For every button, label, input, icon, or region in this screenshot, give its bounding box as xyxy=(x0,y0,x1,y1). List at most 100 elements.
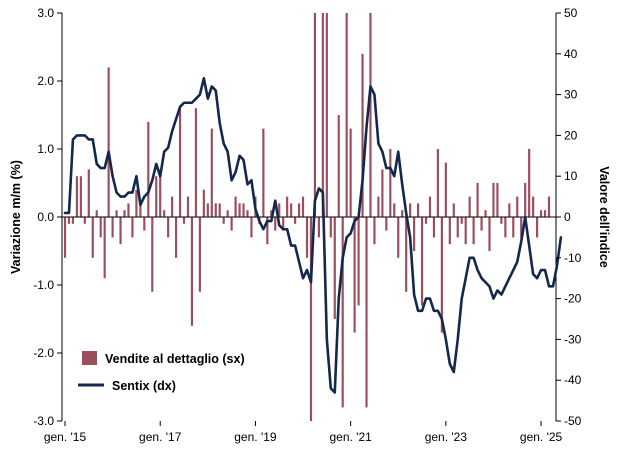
bar-vendite xyxy=(357,217,360,306)
bar-vendite xyxy=(174,217,178,258)
bar-vendite xyxy=(460,217,463,224)
bar-vendite xyxy=(218,203,221,217)
left-tick-label: 3.0 xyxy=(37,6,54,20)
bar-vendite xyxy=(297,203,301,217)
right-tick-label: -40 xyxy=(564,373,582,387)
bar-vendite xyxy=(349,128,352,217)
bar-vendite xyxy=(143,217,146,231)
right-axis-title: Valore dell'indice xyxy=(597,166,611,268)
bar-vendite xyxy=(238,203,241,217)
bar-vendite xyxy=(115,210,118,217)
bar-vendite xyxy=(119,217,122,245)
left-tick-label: -2.0 xyxy=(33,346,54,360)
bar-vendite xyxy=(278,203,281,217)
bar-vendite xyxy=(274,217,277,231)
bar-vendite xyxy=(468,196,471,217)
left-axis-title: Variazione m/m (%) xyxy=(9,160,23,274)
bar-vendite xyxy=(230,217,233,231)
bar-vendite xyxy=(234,196,237,217)
right-tick-label: 50 xyxy=(564,6,578,20)
bar-vendite xyxy=(250,217,253,238)
right-tick-label: -20 xyxy=(564,292,582,306)
right-tick-label: 20 xyxy=(564,128,578,142)
bar-vendite xyxy=(91,217,94,258)
bar-vendite xyxy=(416,203,420,217)
bar-vendite xyxy=(214,203,217,217)
bar-vendite xyxy=(226,210,229,217)
right-tick-label: 0 xyxy=(564,210,571,224)
bar-vendite xyxy=(321,13,324,217)
bar-vendite xyxy=(452,203,455,217)
line-series-sentix xyxy=(63,76,563,394)
bar-vendite xyxy=(508,203,511,217)
bar-vendite xyxy=(436,149,440,217)
bar-vendite xyxy=(286,196,289,217)
bar-vendite xyxy=(67,217,71,224)
bar-vendite xyxy=(420,217,424,306)
left-tick-label: -3.0 xyxy=(33,414,54,428)
bar-vendite xyxy=(190,217,194,326)
bar-vendite xyxy=(83,217,86,224)
bar-vendite xyxy=(131,217,134,238)
legend-label-vendite: Vendite al dettaglio (sx) xyxy=(105,352,245,366)
bar-vendite xyxy=(178,108,182,217)
bar-vendite xyxy=(151,217,154,292)
bar-vendite xyxy=(206,203,209,217)
bar-vendite xyxy=(337,115,340,217)
bar-vendite xyxy=(377,196,380,217)
bar-vendite xyxy=(198,217,201,292)
bar-vendite xyxy=(512,217,515,238)
bar-vendite xyxy=(186,196,190,217)
left-tick-label: 1.0 xyxy=(37,142,54,156)
bar-vendite xyxy=(127,203,130,217)
bar-vendite xyxy=(520,217,523,238)
bar-vendite xyxy=(139,203,142,217)
right-tick-label: 40 xyxy=(564,47,578,61)
x-tick-label: gen. '19 xyxy=(234,430,277,444)
bar-vendite xyxy=(480,217,483,231)
bar-vendite xyxy=(524,183,527,217)
bar-vendite xyxy=(528,149,531,217)
bar-vendite xyxy=(266,217,269,245)
bar-vendite xyxy=(464,217,467,245)
bar-vendite xyxy=(543,210,547,217)
bar-vendite xyxy=(301,196,305,217)
bar-vendite xyxy=(353,217,356,333)
bar-vendite xyxy=(397,217,400,258)
x-tick-label: gen. '21 xyxy=(329,430,372,444)
bar-vendite xyxy=(516,196,519,217)
bar-vendite xyxy=(381,169,384,217)
bar-vendite xyxy=(536,217,539,238)
bar-vendite xyxy=(405,217,408,292)
bar-vendite xyxy=(63,217,67,258)
bar-series-vendite xyxy=(63,13,551,421)
bar-vendite xyxy=(532,196,535,217)
bar-vendite xyxy=(424,217,428,224)
x-axis-ticks: gen. '15 gen. '17 gen. '19 gen. '21 gen. '23… xyxy=(44,421,563,444)
bar-vendite xyxy=(103,217,106,279)
left-tick-label: 0.0 xyxy=(37,210,54,224)
bar-vendite xyxy=(472,217,475,245)
bar-vendite xyxy=(413,217,416,251)
bar-vendite xyxy=(290,203,293,217)
bar-vendite xyxy=(456,217,459,238)
bar-vendite xyxy=(75,176,78,217)
legend: Vendite al dettaglio (sx) Sentix (dx) xyxy=(78,351,245,393)
bar-vendite xyxy=(167,217,170,238)
bar-vendite xyxy=(448,217,451,245)
bar-vendite xyxy=(246,210,249,217)
bar-vendite xyxy=(361,53,364,217)
bar-vendite xyxy=(309,217,313,421)
bar-vendite xyxy=(171,196,174,217)
bar-vendite xyxy=(492,183,495,217)
bar-vendite xyxy=(432,217,436,238)
bar-vendite xyxy=(313,13,317,217)
bar-vendite xyxy=(539,210,543,217)
left-axis-ticks: 3.0 2.0 1.0 0.0 -1.0 -2.0 -3.0 xyxy=(33,6,62,428)
right-tick-label: -10 xyxy=(564,251,582,265)
bar-vendite xyxy=(305,217,309,258)
bar-vendite xyxy=(365,217,368,408)
bar-vendite xyxy=(329,217,332,238)
bar-vendite xyxy=(341,217,344,408)
bar-vendite xyxy=(210,128,213,217)
